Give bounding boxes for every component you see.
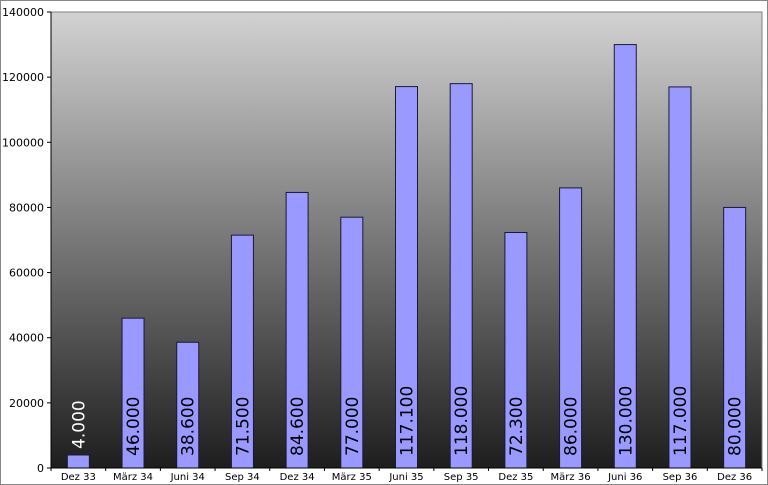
data-label: 117.100 xyxy=(398,386,418,456)
y-tick-label: 120000 xyxy=(2,71,44,84)
x-tick-label: Dez 36 xyxy=(717,472,752,483)
x-tick-label: Juni 34 xyxy=(170,472,205,483)
bar xyxy=(66,454,90,469)
x-tick-label: Dez 33 xyxy=(61,472,96,483)
x-tick-label: Juni 35 xyxy=(388,472,423,483)
x-tick-label: März 36 xyxy=(551,472,591,483)
y-tick-label: 140000 xyxy=(2,6,44,19)
x-tick-label: Sep 35 xyxy=(444,472,479,483)
x-tick-label: März 34 xyxy=(113,472,153,483)
y-tick-label: 0 xyxy=(37,462,44,475)
x-tick-label: Juni 36 xyxy=(607,472,642,483)
data-label: 77.000 xyxy=(343,397,363,456)
data-label: 84.600 xyxy=(288,397,308,456)
data-label: 4.000 xyxy=(69,400,89,449)
y-tick-label: 40000 xyxy=(9,332,44,345)
data-label: 86.000 xyxy=(562,397,582,456)
x-tick-label: Sep 36 xyxy=(663,472,698,483)
data-label: 72.300 xyxy=(507,397,527,456)
y-tick-label: 60000 xyxy=(9,267,44,280)
data-label: 38.600 xyxy=(179,397,199,456)
x-tick-label: Sep 34 xyxy=(225,472,260,483)
data-label: 117.000 xyxy=(671,386,691,456)
y-tick-label: 80000 xyxy=(9,201,44,214)
data-label: 71.500 xyxy=(233,397,253,456)
x-tick-label: Dez 34 xyxy=(280,472,315,483)
y-tick-label: 20000 xyxy=(9,397,44,410)
data-label: 46.000 xyxy=(124,397,144,456)
x-tick-label: Dez 35 xyxy=(498,472,533,483)
data-label: 118.000 xyxy=(452,386,472,456)
y-tick-label: 100000 xyxy=(2,136,44,149)
data-label: 80.000 xyxy=(726,397,746,456)
x-tick-label: März 35 xyxy=(332,472,372,483)
data-label: 130.000 xyxy=(616,386,636,456)
